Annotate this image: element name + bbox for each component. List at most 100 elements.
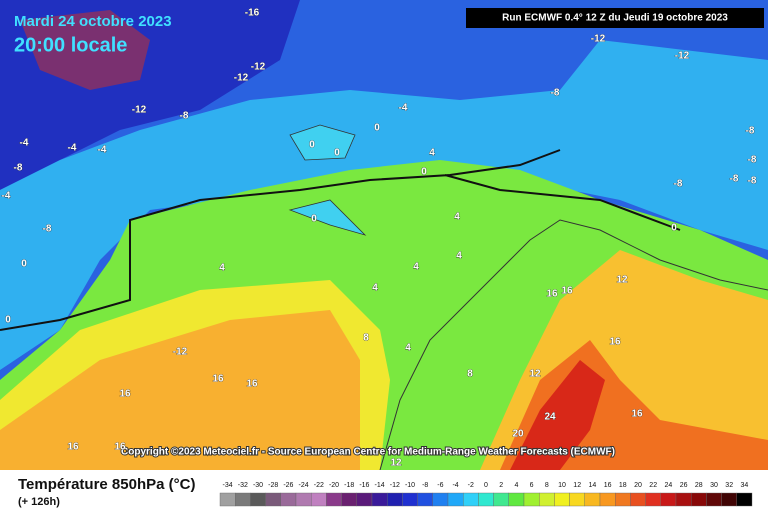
color-tick-label: -28 bbox=[268, 482, 278, 489]
warmer-area bbox=[0, 310, 360, 470]
contour-label: 0 bbox=[309, 140, 315, 151]
color-tick-label: -2 bbox=[468, 482, 474, 489]
contour-label: 0 bbox=[421, 167, 427, 178]
color-tick-label: 28 bbox=[695, 482, 703, 489]
color-tick-label: 20 bbox=[634, 482, 642, 489]
color-swatch bbox=[280, 492, 297, 507]
contour-label: -4 bbox=[98, 145, 107, 156]
contour-label: 16 bbox=[67, 442, 79, 453]
color-swatch bbox=[341, 492, 358, 507]
contour-label: -4 bbox=[68, 143, 77, 154]
contour-label: 0 bbox=[21, 259, 27, 270]
color-swatch bbox=[463, 492, 479, 507]
contour-label: 12 bbox=[529, 369, 541, 380]
color-tick-label: -12 bbox=[390, 482, 400, 489]
time: 20:00 locale bbox=[14, 34, 127, 56]
color-swatch bbox=[250, 492, 266, 507]
color-swatch bbox=[493, 492, 510, 507]
color-tick-label: 0 bbox=[484, 482, 488, 489]
coastline bbox=[379, 219, 768, 471]
contour-label: 20 bbox=[512, 429, 524, 440]
color-swatch bbox=[326, 492, 342, 507]
contour-label: -12 bbox=[132, 105, 147, 116]
contour-label: 12 bbox=[616, 275, 628, 286]
color-swatch bbox=[234, 492, 251, 507]
contour-label: -4 bbox=[399, 103, 408, 114]
color-tick-label: -14 bbox=[375, 482, 385, 489]
color-swatch bbox=[311, 492, 327, 507]
contour-label: 4 bbox=[413, 262, 419, 273]
contour-label: 0 bbox=[5, 315, 11, 326]
label-layer: -16-12-12-12-12-12-8-4-80-4 -4 -4-8-800 4-8… bbox=[1, 7, 757, 469]
contour-label: 0 bbox=[334, 148, 340, 159]
contour-label: 0 bbox=[374, 123, 380, 134]
color-swatch bbox=[447, 492, 464, 507]
contour-label: 16 bbox=[119, 389, 131, 400]
color-tick-label: 4 bbox=[514, 482, 518, 489]
color-swatch bbox=[630, 492, 646, 507]
contour-label: 0 bbox=[671, 223, 677, 234]
contour-label: -8 bbox=[748, 176, 757, 187]
color-swatch bbox=[219, 492, 236, 507]
contour-label: 24 bbox=[544, 412, 556, 423]
contour-label: 4 bbox=[456, 251, 462, 262]
color-tick-label: -6 bbox=[437, 482, 443, 489]
color-swatch bbox=[539, 492, 555, 507]
color-tick-label: -16 bbox=[359, 482, 369, 489]
contour-label: 4 bbox=[372, 283, 378, 294]
color-tick-label: 6 bbox=[530, 482, 534, 489]
color-swatch bbox=[706, 492, 722, 507]
contour-label: 16 bbox=[631, 409, 643, 420]
color-bar: -34 -32 -30 -28 -26 -24 -22 -20 -18 -16 -14 -12 -10-… bbox=[219, 482, 753, 507]
contour-label: -12 bbox=[591, 34, 606, 45]
contour-label: 8 bbox=[467, 369, 473, 380]
color-swatch bbox=[736, 492, 753, 507]
color-tick-label: 2 bbox=[499, 482, 503, 489]
color-tick-label: 10 bbox=[558, 482, 566, 489]
color-tick-label: 24 bbox=[665, 482, 673, 489]
color-tick-label: -10 bbox=[405, 482, 415, 489]
contour-label: 4 bbox=[454, 212, 460, 223]
contour-label: -8 bbox=[43, 224, 52, 235]
color-swatch bbox=[645, 492, 661, 507]
color-tick-label: -34 bbox=[223, 482, 233, 489]
very-cold-area bbox=[20, 10, 150, 90]
contour-label: 16 bbox=[609, 337, 621, 348]
run-info: Run ECMWF 0.4° 12 Z du Jeudi 19 octobre … bbox=[502, 13, 728, 24]
cool-area bbox=[0, 40, 768, 370]
contour-label: 8 bbox=[363, 333, 369, 344]
contour-label: -12 bbox=[234, 73, 249, 84]
contour-label: 4 bbox=[429, 148, 435, 159]
contour-label: -8 bbox=[730, 174, 739, 185]
color-tick-label: 8 bbox=[545, 482, 549, 489]
color-swatch bbox=[584, 492, 601, 507]
legend-lead: (+ 126h) bbox=[18, 496, 60, 508]
contour-label: -12 bbox=[675, 51, 690, 62]
color-tick-label: -8 bbox=[422, 482, 428, 489]
color-tick-label: 22 bbox=[649, 482, 657, 489]
color-tick-label: 18 bbox=[619, 482, 627, 489]
color-tick-label: -32 bbox=[238, 482, 248, 489]
color-swatch bbox=[478, 492, 494, 507]
date: Mardi 24 octobre 2023 bbox=[14, 13, 172, 30]
contour-label: -12 bbox=[251, 62, 266, 73]
color-tick-label: 12 bbox=[573, 482, 581, 489]
island bbox=[288, 124, 367, 236]
contour-label: 12 bbox=[390, 458, 402, 469]
color-swatch bbox=[523, 492, 540, 507]
color-swatch bbox=[615, 492, 631, 507]
color-swatch bbox=[295, 492, 312, 507]
color-swatch bbox=[402, 492, 418, 507]
contour-label: -16 bbox=[245, 8, 260, 19]
color-tick-label: -30 bbox=[253, 482, 263, 489]
contour-label: 16 bbox=[114, 442, 126, 453]
color-tick-label: -4 bbox=[452, 482, 458, 489]
contour-label: -8 bbox=[748, 155, 757, 166]
color-tick-label: -24 bbox=[299, 482, 309, 489]
contour-label: 0 bbox=[311, 214, 317, 225]
legend-title: Température 850hPa (°C) bbox=[18, 476, 195, 493]
color-swatch bbox=[554, 492, 570, 507]
color-tick-label: 14 bbox=[589, 482, 597, 489]
contour-label: 4 bbox=[405, 343, 411, 354]
